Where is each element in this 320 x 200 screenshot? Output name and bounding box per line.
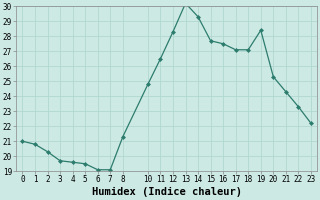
X-axis label: Humidex (Indice chaleur): Humidex (Indice chaleur) bbox=[92, 187, 242, 197]
